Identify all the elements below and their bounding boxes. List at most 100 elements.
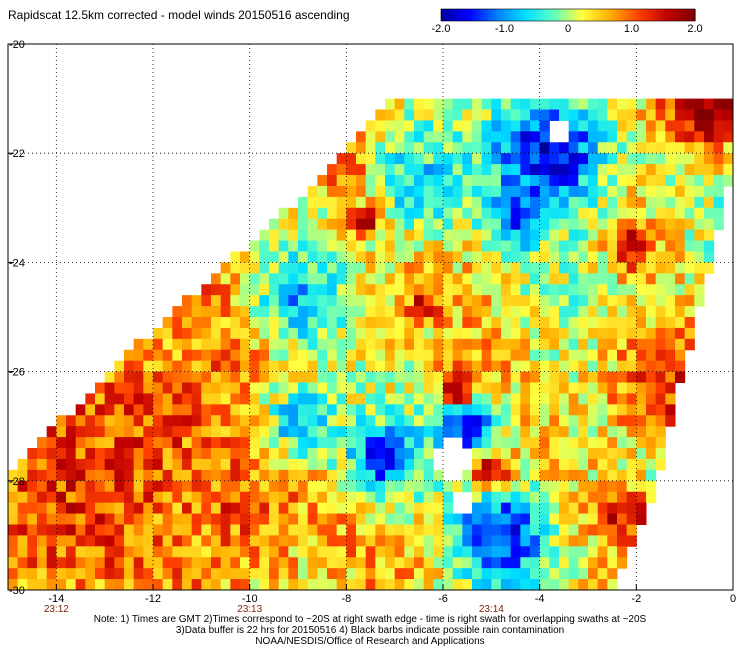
heatmap-cell: [201, 513, 212, 525]
heatmap-cell: [365, 164, 376, 176]
heatmap-cell: [143, 371, 154, 384]
heatmap-cell: [191, 360, 202, 373]
heatmap-cell: [578, 262, 589, 274]
heatmap-cell: [278, 513, 289, 525]
heatmap-cell: [568, 360, 579, 373]
heatmap-cell: [520, 153, 531, 165]
heatmap-cell: [346, 295, 357, 307]
heatmap-cell: [288, 317, 299, 329]
heatmap-cell: [143, 404, 154, 416]
heatmap-cell: [549, 393, 560, 405]
heatmap-cell: [433, 109, 444, 121]
heatmap-cell: [365, 338, 376, 351]
heatmap-cell: [501, 207, 512, 220]
heatmap-cell: [249, 393, 260, 405]
heatmap-cell: [172, 360, 183, 373]
heatmap-cell: [249, 568, 260, 580]
heatmap-cell: [133, 426, 144, 438]
heatmap-cell: [472, 153, 483, 165]
heatmap-cell: [501, 524, 512, 536]
heatmap-cell: [124, 393, 135, 405]
heatmap-cell: [278, 262, 289, 274]
heatmap-cell: [472, 579, 483, 590]
heatmap-cell: [433, 164, 444, 176]
heatmap-cell: [191, 546, 202, 558]
heatmap-cell: [530, 546, 541, 558]
heatmap-cell: [626, 502, 637, 515]
heatmap-cell: [365, 175, 376, 187]
heatmap-cell: [143, 524, 154, 536]
heatmap-cell: [220, 557, 231, 569]
heatmap-cell: [491, 448, 502, 460]
heatmap-cell: [588, 240, 599, 252]
heatmap-cell: [549, 491, 560, 504]
heatmap-cell: [530, 273, 541, 285]
heatmap-cell: [153, 469, 164, 482]
heatmap-cell: [655, 371, 666, 384]
heatmap-cell: [182, 306, 193, 318]
heatmap-cell: [423, 120, 434, 132]
heatmap-cell: [298, 284, 309, 296]
heatmap-cell: [559, 535, 570, 547]
heatmap-cell: [520, 131, 531, 143]
heatmap-cell: [414, 557, 425, 569]
heatmap-cell: [568, 327, 579, 340]
heatmap-cell: [327, 546, 338, 558]
heatmap-cell: [655, 448, 666, 460]
colorbar-segment: [631, 9, 637, 21]
heatmap-cell: [549, 568, 560, 580]
heatmap-cell: [385, 120, 396, 132]
heatmap-cell: [124, 557, 135, 569]
heatmap-cell: [568, 284, 579, 296]
heatmap-cell: [114, 568, 125, 580]
heatmap-cell: [17, 524, 28, 536]
heatmap-cell: [443, 240, 454, 252]
heatmap-cell: [452, 120, 463, 132]
heatmap-cell: [423, 535, 434, 547]
heatmap-cell: [75, 415, 86, 427]
heatmap-cell: [452, 557, 463, 569]
heatmap-cell: [510, 415, 521, 427]
heatmap-cell: [220, 513, 231, 525]
heatmap-cell: [472, 317, 483, 329]
heatmap-cell: [104, 557, 115, 569]
heatmap-cell: [462, 338, 473, 351]
heatmap-cell: [124, 404, 135, 416]
heatmap-cell: [694, 284, 705, 296]
heatmap-cell: [578, 109, 589, 121]
heatmap-cell: [278, 480, 289, 493]
heatmap-cell: [404, 120, 415, 132]
heatmap-cell: [104, 480, 115, 493]
heatmap-cell: [443, 524, 454, 536]
heatmap-cell: [462, 393, 473, 405]
heatmap-cell: [356, 437, 367, 449]
heatmap-cell: [636, 185, 647, 198]
heatmap-cell: [404, 109, 415, 121]
heatmap-cell: [539, 317, 550, 329]
heatmap-cell: [578, 196, 589, 209]
heatmap-cell: [240, 262, 251, 274]
heatmap-cell: [269, 458, 280, 471]
heatmap-cell: [501, 448, 512, 460]
heatmap-cell: [617, 207, 628, 220]
heatmap-cell: [423, 306, 434, 318]
heatmap-cell: [85, 393, 96, 405]
heatmap-cell: [220, 360, 231, 373]
heatmap-cell: [530, 437, 541, 449]
heatmap-cell: [607, 164, 618, 176]
heatmap-cell: [133, 579, 144, 590]
heatmap-cell: [259, 513, 270, 525]
heatmap-cell: [278, 415, 289, 427]
heatmap-cell: [124, 513, 135, 525]
heatmap-cell: [588, 458, 599, 471]
heatmap-cell: [530, 415, 541, 427]
heatmap-cell: [520, 535, 531, 547]
heatmap-cell: [346, 306, 357, 318]
heatmap-cell: [549, 262, 560, 274]
heatmap-cell: [549, 98, 560, 111]
heatmap-cell: [317, 317, 328, 329]
heatmap-cell: [655, 437, 666, 449]
colorbar-segment: [476, 9, 482, 21]
colorbar-segment: [524, 9, 529, 21]
heatmap-cell: [269, 491, 280, 504]
